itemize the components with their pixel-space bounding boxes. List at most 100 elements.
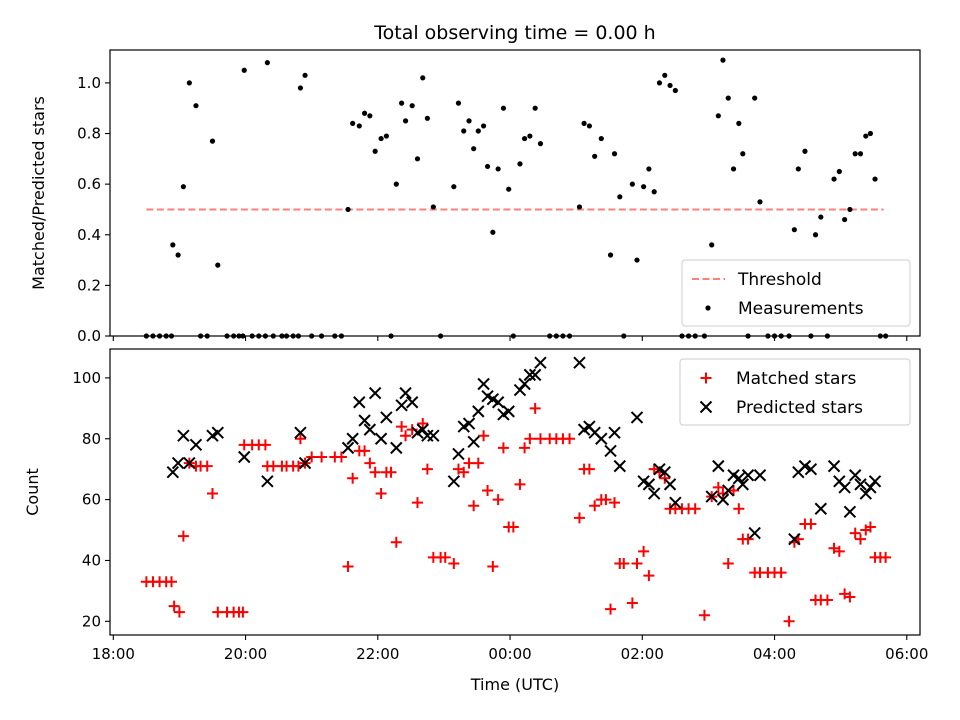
measurements-point (641, 184, 647, 190)
measurements-point (757, 199, 763, 205)
y-tick-label: 80 (82, 430, 101, 448)
measurements-point (537, 141, 544, 147)
matched-stars-point (742, 533, 754, 545)
measurements-point (872, 176, 878, 182)
predicted-stars-point (416, 423, 429, 436)
predicted-stars-point (859, 487, 872, 500)
matched-stars-point (400, 430, 412, 442)
measurements-point (193, 103, 199, 109)
predicted-stars-point (513, 383, 527, 397)
predicted-stars-point (642, 478, 656, 491)
x-tick-label: 20:00 (224, 645, 267, 663)
legend-measurements-swatch (705, 305, 711, 311)
matched-stars-point (833, 545, 845, 557)
x-tick-label: 18:00 (92, 645, 135, 663)
predicted-stars-point (843, 505, 857, 518)
x-axis-label: Time (UTC) (470, 675, 559, 694)
predicted-stars-point (358, 414, 371, 427)
measurements-point (836, 168, 842, 175)
measurements-point (170, 242, 176, 248)
matched-stars-point (626, 597, 638, 609)
measurements-point (480, 123, 487, 129)
measurements-point (414, 156, 421, 162)
predicted-stars-point (166, 466, 180, 479)
measurements-point (752, 95, 758, 101)
matched-stars-point (631, 558, 643, 569)
measurements-point (500, 105, 507, 111)
ratio-axes-frame (109, 49, 921, 337)
predicted-stars-point (534, 356, 547, 369)
measurements-point (709, 242, 715, 248)
matched-stars-point (448, 558, 460, 569)
measurements-series (143, 57, 889, 339)
matched-stars-point (478, 430, 490, 442)
matched-stars-point (439, 551, 451, 563)
measurements-point (350, 120, 356, 126)
legend-predicted-stars-swatch (699, 400, 713, 414)
predicted-stars-point (380, 411, 393, 424)
matched-stars-point (529, 402, 541, 414)
predicted-stars-point (399, 386, 412, 400)
predicted-stars-point (608, 426, 621, 439)
matched-stars-point (854, 533, 866, 545)
measurements-point (586, 123, 592, 129)
matched-stars-point (468, 500, 480, 512)
matched-stars-point (259, 439, 271, 451)
matched-stars-point (728, 484, 740, 496)
matched-stars-point (411, 497, 423, 509)
measurements-point (356, 123, 362, 129)
matched-stars-point (342, 561, 354, 573)
measurements-point (345, 206, 351, 213)
measurements-point (175, 252, 181, 258)
measurements-point (361, 110, 368, 116)
predicted-stars-point (604, 444, 617, 458)
measurements-point (367, 113, 373, 119)
chart-title: Total observing time = 0.00 h (373, 22, 655, 44)
matched-stars-point (618, 558, 630, 569)
measurements-point (209, 138, 216, 144)
predicted-stars-point (447, 475, 461, 488)
measurements-point (264, 60, 270, 66)
count-legend: Matched stars Predicted stars (679, 358, 911, 426)
measurements-point (715, 113, 721, 119)
matched-stars-point (463, 457, 475, 469)
predicted-stars-point (491, 396, 505, 409)
measurements-point (180, 184, 186, 190)
measurements-point (818, 214, 824, 220)
measurements-point (461, 128, 467, 134)
predicted-stars-point (647, 487, 661, 500)
predicted-stars-point (523, 368, 537, 382)
predicted-stars-point (363, 423, 377, 436)
count-y-axis-label: Count (23, 468, 42, 516)
matched-stars-point (609, 497, 621, 509)
x-tick-label: 00:00 (488, 645, 531, 663)
measurements-point (611, 151, 618, 157)
matched-stars-point (316, 451, 328, 463)
predicted-stars-point (467, 435, 480, 449)
predicted-stars-series (166, 356, 882, 546)
measurements-point (720, 57, 726, 63)
predicted-stars-point (452, 447, 465, 461)
predicted-stars-point (477, 377, 490, 391)
measurements-point (852, 151, 858, 157)
measurements-point (451, 184, 457, 190)
predicted-stars-point (658, 466, 671, 479)
matched-stars-point (396, 421, 408, 433)
matched-stars-point (605, 603, 617, 615)
matched-stars-point (524, 433, 536, 445)
predicted-stars-point (722, 484, 735, 497)
y-tick-label: 1.0 (77, 74, 101, 92)
matched-stars-point (364, 457, 376, 469)
measurements-point (725, 95, 731, 101)
legend-matched-stars-label: Matched stars (736, 369, 856, 389)
measurements-point (651, 189, 657, 195)
matched-stars-point (589, 500, 601, 512)
predicted-stars-point (472, 405, 485, 418)
measurements-point (186, 80, 192, 86)
measurements-point (662, 72, 668, 78)
y-tick-label: 0.8 (77, 125, 101, 143)
predicted-stars-point (868, 475, 882, 488)
predicted-stars-point (838, 481, 851, 494)
count-axes-frame (109, 348, 921, 636)
matched-stars-point (600, 494, 612, 506)
